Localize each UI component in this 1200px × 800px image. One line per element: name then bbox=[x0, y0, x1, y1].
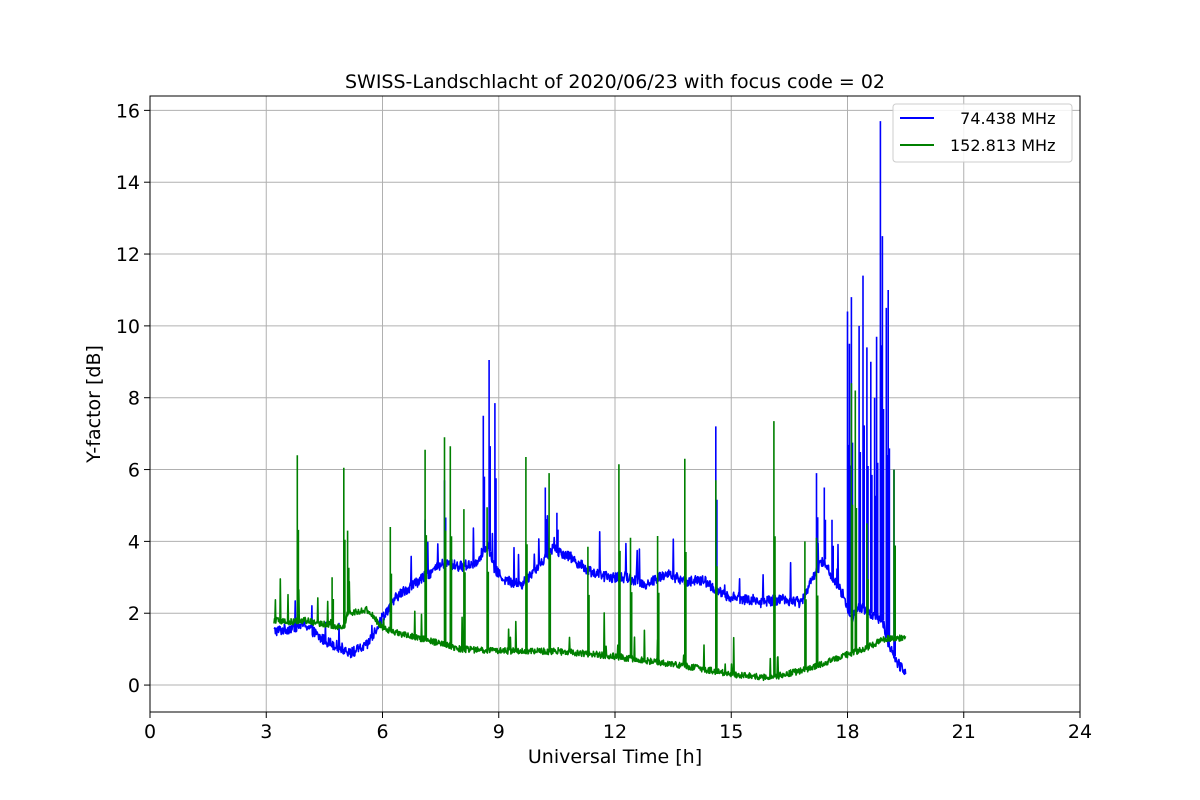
y-tick-label: 2 bbox=[128, 603, 140, 625]
series-layer bbox=[273, 121, 907, 682]
y-tick-label: 0 bbox=[128, 675, 140, 697]
legend-box bbox=[892, 103, 1073, 163]
y-tick-label: 8 bbox=[128, 388, 140, 410]
x-tick-label: 3 bbox=[260, 721, 272, 743]
y-tick-label: 14 bbox=[116, 172, 140, 194]
x-tick-label: 18 bbox=[835, 721, 859, 743]
x-tick-label: 9 bbox=[493, 721, 505, 743]
x-tick-label: 24 bbox=[1068, 721, 1092, 743]
y-tick-label: 6 bbox=[128, 460, 140, 482]
chart-title: SWISS-Landschlacht of 2020/06/23 with fo… bbox=[345, 71, 885, 93]
legend-label-series-2: 152.813 MHz bbox=[950, 136, 1055, 155]
x-axis-label: Universal Time [h] bbox=[528, 746, 702, 768]
legend: 74.438 MHz 152.813 MHz bbox=[892, 103, 1073, 163]
x-tick-label: 15 bbox=[719, 721, 743, 743]
series-line-2 bbox=[273, 383, 907, 682]
x-tick-label: 0 bbox=[144, 721, 156, 743]
y-axis-label: Y-factor [dB] bbox=[83, 345, 105, 464]
x-tick-label: 21 bbox=[952, 721, 976, 743]
legend-label-series-1: 74.438 MHz bbox=[950, 109, 1055, 128]
y-tick-label: 16 bbox=[116, 100, 140, 122]
y-tick-label: 4 bbox=[128, 531, 140, 553]
x-tick-label: 12 bbox=[603, 721, 627, 743]
y-tick-label: 12 bbox=[116, 244, 140, 266]
x-tick-label: 6 bbox=[376, 721, 388, 743]
y-tick-label: 10 bbox=[116, 316, 140, 338]
